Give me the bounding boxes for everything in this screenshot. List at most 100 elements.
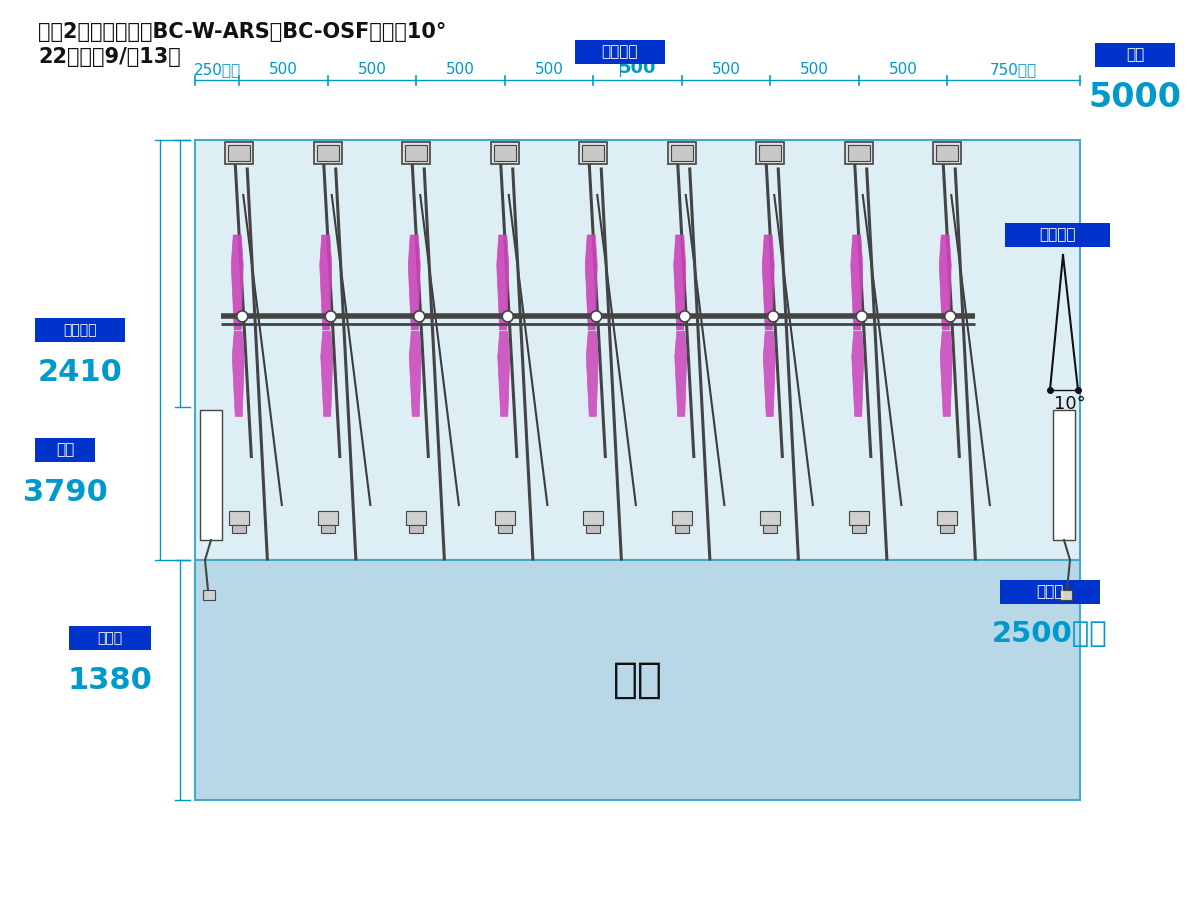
Bar (761, 511, 780, 525)
Circle shape (679, 310, 690, 322)
Text: 通路幅: 通路幅 (97, 631, 122, 645)
Polygon shape (851, 235, 863, 330)
Text: 奥行: 奥行 (56, 443, 74, 457)
Bar (848, 511, 869, 525)
Text: 500: 500 (269, 62, 298, 77)
Bar (233, 525, 246, 533)
Bar (226, 142, 253, 164)
Text: 通路: 通路 (612, 659, 662, 701)
Bar (194, 560, 1080, 800)
Bar (941, 525, 954, 533)
Bar (936, 145, 959, 161)
Polygon shape (941, 331, 953, 417)
Bar (494, 511, 515, 525)
Text: 天井高: 天井高 (1037, 584, 1063, 599)
Polygon shape (674, 331, 686, 417)
Bar (402, 142, 431, 164)
Bar (317, 145, 338, 161)
Bar (228, 145, 251, 161)
Bar (583, 511, 604, 525)
Polygon shape (852, 331, 864, 417)
Bar (671, 145, 692, 161)
Bar (35, 318, 125, 342)
Polygon shape (319, 235, 331, 330)
Bar (318, 511, 337, 525)
Text: 設置間隔: 設置間隔 (601, 44, 638, 59)
Bar (852, 525, 865, 533)
Bar (229, 511, 250, 525)
Circle shape (590, 310, 601, 322)
Bar (672, 511, 691, 525)
Bar (1060, 590, 1072, 600)
Bar (407, 511, 426, 525)
Bar (320, 525, 335, 533)
Bar (1006, 223, 1110, 247)
Bar (35, 438, 95, 462)
Bar (674, 525, 689, 533)
Bar (937, 511, 958, 525)
Polygon shape (762, 235, 774, 330)
Bar (200, 410, 222, 540)
Text: 垂直2段式ラック：BC-W-ARS（BC-OSF）標準10°: 垂直2段式ラック：BC-W-ARS（BC-OSF）標準10° (38, 22, 446, 42)
Text: 製品奥行: 製品奥行 (64, 323, 97, 337)
Bar (760, 145, 781, 161)
Text: 設置角度: 設置角度 (1039, 228, 1075, 242)
Bar (203, 590, 215, 600)
Polygon shape (320, 331, 332, 417)
Polygon shape (498, 331, 510, 417)
Polygon shape (497, 235, 509, 330)
Text: 1380: 1380 (67, 666, 152, 695)
Circle shape (414, 310, 425, 322)
Bar (575, 40, 665, 64)
Polygon shape (409, 331, 421, 417)
Bar (409, 525, 424, 533)
Bar (934, 142, 961, 164)
Polygon shape (233, 331, 245, 417)
Circle shape (236, 310, 247, 322)
Text: 2410: 2410 (37, 358, 122, 387)
Circle shape (768, 310, 779, 322)
Bar (756, 142, 785, 164)
Polygon shape (232, 235, 244, 330)
Bar (1096, 43, 1175, 67)
Circle shape (503, 310, 514, 322)
Bar (582, 145, 605, 161)
Text: 250以上: 250以上 (193, 62, 241, 77)
Bar (845, 142, 872, 164)
Circle shape (944, 310, 955, 322)
Polygon shape (408, 235, 420, 330)
Text: 間口: 間口 (1126, 48, 1144, 62)
Bar (1000, 580, 1100, 604)
Bar (498, 525, 511, 533)
Bar (70, 626, 151, 650)
Bar (763, 525, 778, 533)
Text: 500: 500 (888, 62, 918, 77)
Bar (491, 142, 518, 164)
Polygon shape (587, 331, 599, 417)
Text: 3790: 3790 (23, 478, 108, 507)
Bar (580, 142, 607, 164)
Polygon shape (673, 235, 685, 330)
Text: 500: 500 (712, 62, 740, 77)
Text: 500: 500 (534, 62, 564, 77)
Text: 2500以上: 2500以上 (992, 620, 1108, 648)
Text: 500: 500 (446, 62, 475, 77)
Polygon shape (940, 235, 952, 330)
Text: 500: 500 (619, 59, 656, 77)
Text: 500: 500 (800, 62, 829, 77)
Text: 750以上: 750以上 (990, 62, 1037, 77)
Bar (847, 145, 870, 161)
Bar (194, 140, 1080, 560)
Bar (1054, 410, 1075, 540)
Text: 10°: 10° (1054, 395, 1086, 413)
Circle shape (857, 310, 868, 322)
Bar (493, 145, 516, 161)
Polygon shape (763, 331, 775, 417)
Text: 22台（上9/下13）: 22台（上9/下13） (38, 47, 181, 67)
Circle shape (325, 310, 336, 322)
Bar (406, 145, 427, 161)
Bar (667, 142, 696, 164)
Bar (313, 142, 342, 164)
Text: 5000: 5000 (1088, 81, 1182, 114)
Bar (587, 525, 600, 533)
